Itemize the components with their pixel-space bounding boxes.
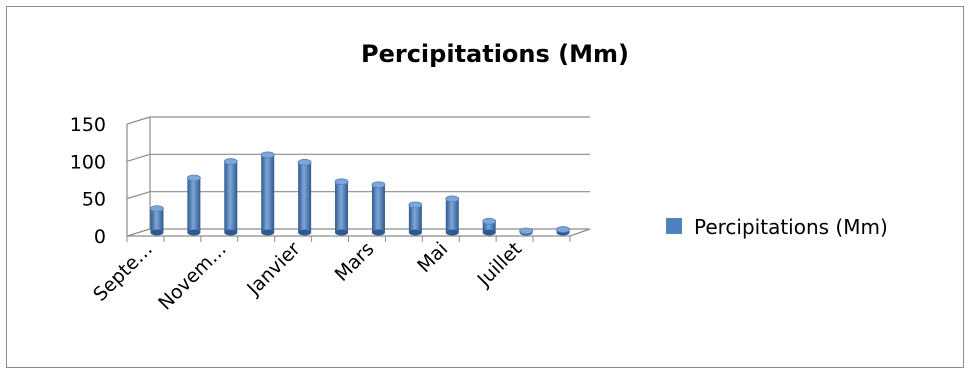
bar (408, 201, 423, 236)
gridline-depth (126, 228, 151, 237)
bar (334, 178, 349, 236)
bar-body (335, 181, 349, 233)
gridline-depth (126, 153, 151, 162)
bar-base (224, 229, 238, 236)
bar-body (261, 154, 275, 233)
bar (556, 226, 570, 236)
y-axis-ticks: 0 50 100 150 (70, 114, 106, 248)
chart-title: Percipitations (Mm) (361, 40, 629, 68)
bar-base (482, 229, 496, 236)
x-tick-label: Janvier (242, 238, 305, 301)
bar-top (408, 201, 423, 209)
legend-label: Percipitations (Mm) (694, 215, 888, 239)
x-tick-label: Juillet (473, 238, 526, 291)
bar-body (150, 208, 164, 233)
gridlines (126, 116, 591, 242)
x-tick-label: Mars (331, 238, 379, 286)
bar-base (445, 229, 459, 236)
bar-top (519, 227, 534, 235)
gridline-depth (126, 116, 151, 125)
bar (482, 217, 497, 236)
bar-body (224, 161, 238, 233)
bar-top (371, 181, 386, 189)
bar (371, 181, 386, 236)
bar-top (150, 205, 164, 213)
x-axis-ticks: Septe…Novem… Janvier Mars Mai Juillet (89, 238, 526, 315)
bar-top (556, 226, 570, 233)
bars (150, 151, 570, 236)
bar (223, 158, 238, 236)
bar-base (261, 229, 275, 236)
bar (519, 227, 534, 236)
bar-body (298, 162, 312, 233)
bar-base (371, 229, 385, 236)
bar-base (187, 229, 201, 236)
y-tick-label: 150 (70, 114, 106, 136)
bar-body (445, 198, 459, 233)
bar-top (223, 158, 238, 165)
bar-top (445, 195, 460, 203)
bar-body (482, 221, 496, 233)
bar (150, 205, 164, 236)
bar-body (187, 177, 201, 233)
bar (186, 174, 201, 236)
x-tick-label: Novem… (154, 238, 231, 315)
bar-top (334, 178, 349, 186)
bar-base (408, 229, 422, 236)
y-tick-label: 100 (70, 151, 106, 173)
bar-top (482, 217, 497, 225)
legend-swatch (666, 218, 682, 234)
bar (297, 158, 312, 236)
y-tick-label: 50 (82, 189, 106, 211)
x-tick-label: Mai (413, 238, 452, 277)
bar (445, 195, 460, 236)
chart-frame (6, 6, 964, 368)
x-tick-label: Septe… (89, 238, 157, 306)
bar-top (260, 151, 275, 159)
bar-base (335, 229, 349, 236)
y-tick-label: 0 (94, 226, 106, 248)
bar-top (297, 158, 312, 166)
gridline-depth (126, 191, 151, 200)
bar-body (371, 184, 385, 233)
bar (260, 151, 275, 236)
bar-top (186, 174, 201, 182)
bar-base (298, 229, 312, 236)
bar-base (150, 229, 164, 236)
bar-body (408, 204, 422, 233)
floor-right-edge (569, 228, 591, 237)
legend: Percipitations (Mm) (666, 215, 888, 239)
